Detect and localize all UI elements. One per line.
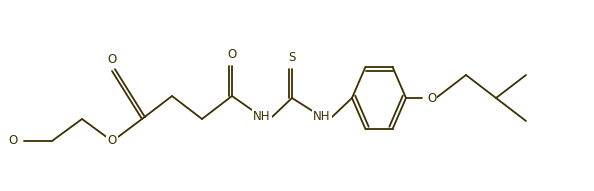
Text: O: O <box>228 48 236 61</box>
Text: NH: NH <box>313 111 331 124</box>
Text: NH: NH <box>253 111 271 124</box>
Text: O: O <box>9 134 18 147</box>
Text: O: O <box>427 91 436 104</box>
Text: O: O <box>108 53 116 66</box>
Text: S: S <box>288 51 296 64</box>
Text: O: O <box>108 134 116 147</box>
